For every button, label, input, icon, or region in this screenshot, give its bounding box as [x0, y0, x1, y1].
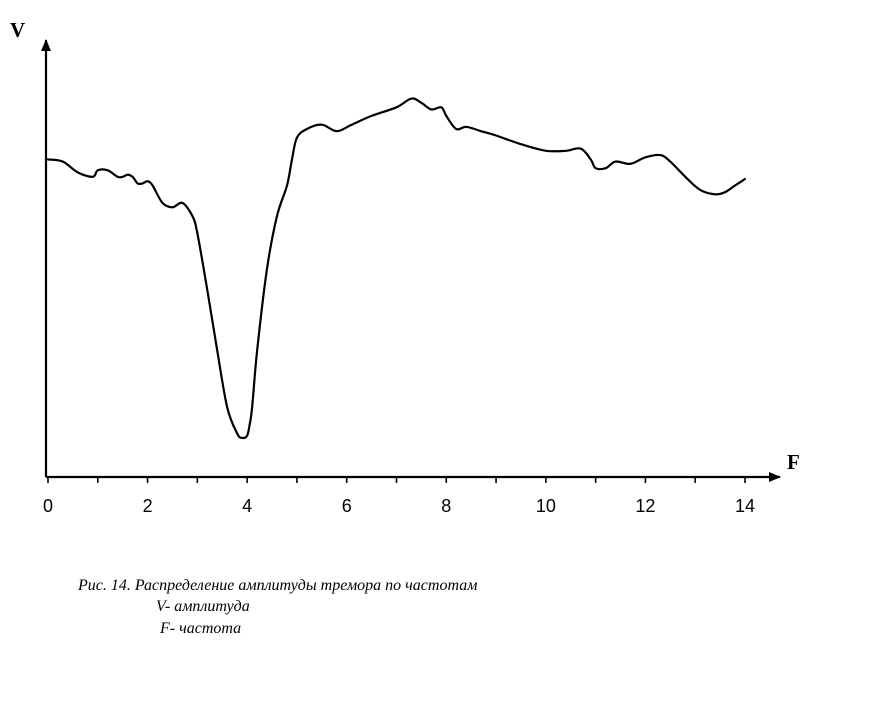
figure-caption: Рис. 14. Распределение амплитуды тремора…: [78, 577, 478, 594]
x-tick-label: 4: [242, 496, 252, 516]
caption-f-definition: F- частота: [160, 620, 242, 637]
x-ticks: 0 2 4 6 8 10 12 14: [43, 477, 755, 516]
x-tick-label: 12: [635, 496, 655, 516]
series-line: [46, 97, 747, 440]
x-tick-label: 14: [735, 496, 755, 516]
x-axis-label: F: [787, 450, 800, 474]
x-tick-label: 8: [441, 496, 451, 516]
x-tick-label: 6: [342, 496, 352, 516]
y-axis-label: V: [10, 18, 25, 42]
x-tick-label: 2: [143, 496, 153, 516]
x-tick-label: 0: [43, 496, 53, 516]
caption-v-definition: V- амплитуда: [156, 598, 250, 615]
x-tick-label: 10: [536, 496, 556, 516]
